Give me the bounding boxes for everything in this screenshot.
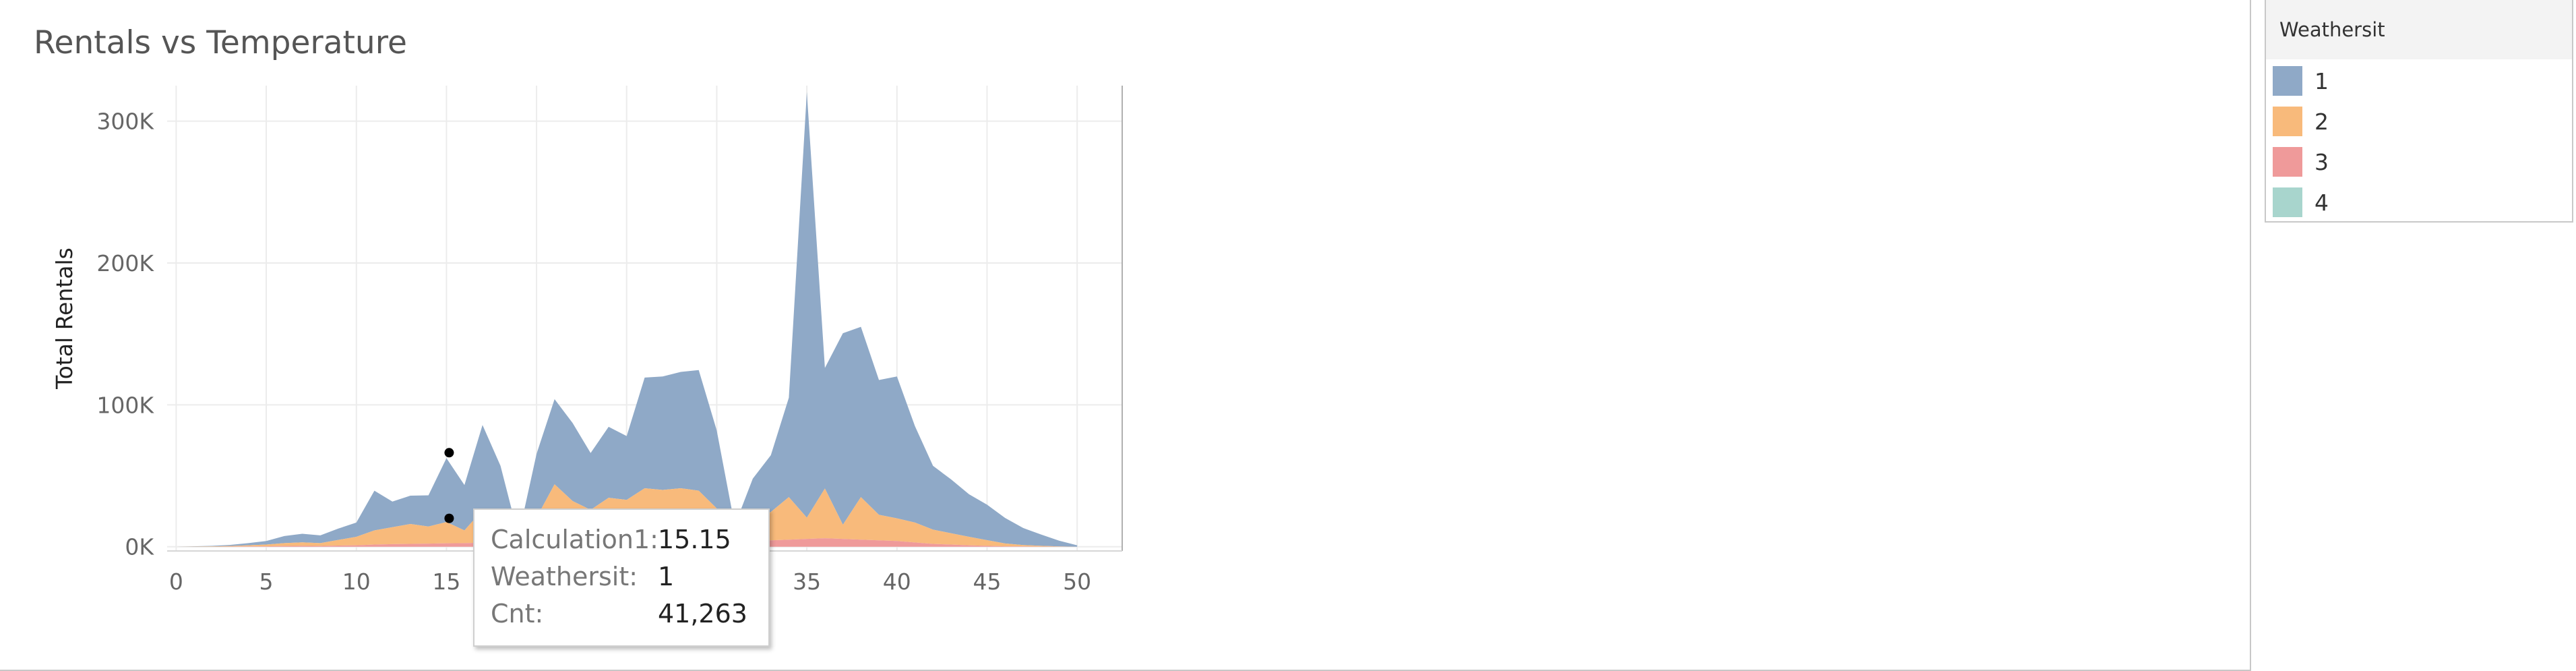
tooltip-value: 41,263 bbox=[658, 599, 747, 629]
y-tick-label: 300K bbox=[96, 109, 154, 135]
legend-swatch bbox=[2273, 147, 2302, 177]
tooltip-row-cnt: Cnt: 41,263 bbox=[491, 599, 747, 629]
legend-item-1[interactable]: 1 bbox=[2273, 66, 2329, 96]
x-tick-label: 40 bbox=[883, 568, 911, 595]
area-series-1 bbox=[176, 92, 1078, 547]
legend-label: 2 bbox=[2314, 108, 2329, 135]
x-tick-label: 45 bbox=[973, 568, 1001, 595]
x-tick-label: 50 bbox=[1063, 568, 1091, 595]
x-tick-label: 15 bbox=[432, 568, 460, 595]
tooltip-row-calculation: Calculation1: 15.15 bbox=[491, 525, 731, 554]
tooltip-label: Weathersit: bbox=[491, 562, 638, 591]
x-tick-label: 0 bbox=[169, 568, 183, 595]
legend-swatch bbox=[2273, 187, 2302, 217]
y-tick-label: 0K bbox=[125, 534, 154, 560]
legend-title: Weathersit bbox=[2266, 0, 2572, 59]
tooltip-label: Calculation1: bbox=[491, 525, 658, 554]
y-tick-label: 100K bbox=[96, 392, 154, 418]
legend-item-3[interactable]: 3 bbox=[2273, 147, 2329, 177]
legend-label: 1 bbox=[2314, 67, 2329, 94]
tooltip-value: 1 bbox=[658, 562, 675, 591]
tooltip-row-weathersit: Weathersit: 1 bbox=[491, 562, 674, 591]
legend-item-2[interactable]: 2 bbox=[2273, 107, 2329, 136]
y-tick-label: 200K bbox=[96, 250, 154, 276]
legend-label: 4 bbox=[2314, 189, 2329, 216]
highlight-point bbox=[444, 513, 454, 523]
legend-label: 3 bbox=[2314, 148, 2329, 175]
chart-title: Rentals vs Temperature bbox=[34, 24, 407, 61]
tooltip-value: 15.15 bbox=[658, 525, 731, 554]
x-tick-label: 35 bbox=[793, 568, 821, 595]
tooltip: Calculation1: 15.15 Weathersit: 1 Cnt: 4… bbox=[473, 508, 770, 647]
tooltip-label: Cnt: bbox=[491, 599, 544, 629]
x-tick-label: 5 bbox=[259, 568, 274, 595]
highlight-point bbox=[444, 448, 454, 458]
legend-panel: Weathersit 1 2 3 4 bbox=[2265, 0, 2573, 223]
legend-item-4[interactable]: 4 bbox=[2273, 187, 2329, 217]
legend-swatch bbox=[2273, 66, 2302, 96]
chart-panel: Rentals vs Temperature 05101520253035404… bbox=[0, 0, 2251, 671]
y-axis-label: Total Rentals bbox=[51, 247, 78, 390]
legend-swatch bbox=[2273, 107, 2302, 136]
x-tick-label: 10 bbox=[342, 568, 371, 595]
